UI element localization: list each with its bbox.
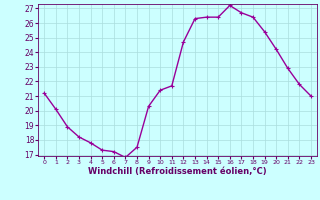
X-axis label: Windchill (Refroidissement éolien,°C): Windchill (Refroidissement éolien,°C) — [88, 167, 267, 176]
